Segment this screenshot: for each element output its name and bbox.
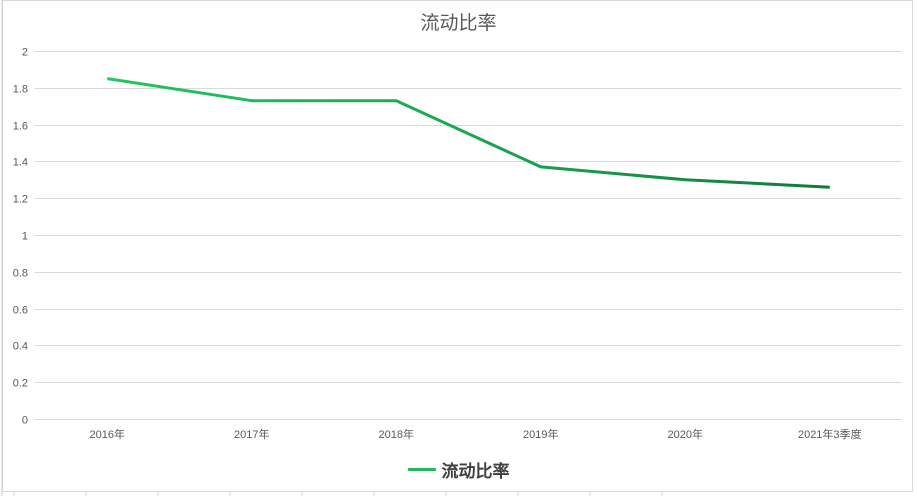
chart-title: 流动比率: [420, 12, 497, 34]
y-tick-label: 1: [22, 231, 28, 243]
y-tick-label: 0.4: [13, 341, 28, 353]
data-line-series: [107, 77, 830, 189]
y-tick-label: 2: [22, 47, 28, 59]
legend-line-swatch-icon: [407, 468, 436, 471]
y-tick-label: 1.8: [13, 84, 28, 96]
y-tick-label: 1.2: [13, 194, 28, 206]
left-ruler: [1, 0, 3, 496]
y-tick-label: 0.2: [13, 378, 28, 390]
y-tick-label: 1.6: [13, 121, 28, 133]
x-tick-label: 2020年: [668, 427, 703, 441]
y-tick-label: 0: [22, 415, 28, 427]
legend-label: 流动比率: [441, 462, 510, 482]
x-tick-label: 2019年: [523, 427, 558, 441]
y-tick-label: 0.8: [13, 268, 28, 280]
chart-legend: 流动比率: [0, 457, 917, 482]
x-tick-label: 2016年: [90, 427, 125, 441]
x-tick-label: 2021年3季度: [798, 427, 862, 441]
x-tick-label: 2018年: [379, 427, 414, 441]
y-tick-label: 1.4: [13, 157, 28, 169]
x-tick-label: 2017年: [234, 427, 269, 441]
y-tick-label: 0.6: [13, 305, 28, 317]
